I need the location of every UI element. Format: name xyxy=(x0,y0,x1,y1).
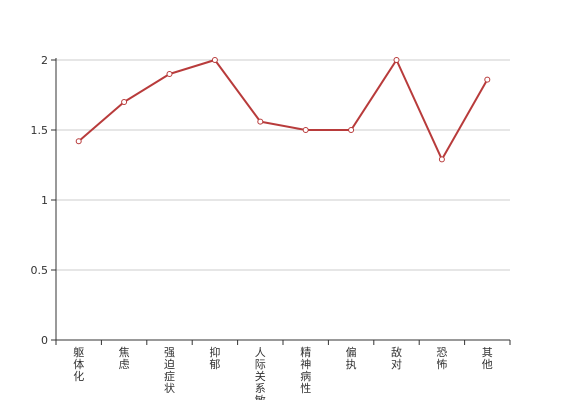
y-tick-label: 0.5 xyxy=(31,264,49,277)
data-point[interactable] xyxy=(211,57,218,63)
series-line xyxy=(78,59,489,161)
x-tick-label: 其他 xyxy=(482,346,493,371)
data-point[interactable] xyxy=(75,138,82,145)
y-tick-label: 2 xyxy=(41,54,48,67)
x-tick-label: 焦虑 xyxy=(119,346,130,371)
x-axis-ticks: 躯体化 焦虑 强迫症状 抑郁 人际关系敏感 精神病性 偏执 敌对 恐怖 其他 xyxy=(55,340,511,400)
data-point[interactable] xyxy=(257,118,264,125)
data-point[interactable] xyxy=(484,76,491,83)
x-tick-label: 精神病性 xyxy=(300,346,311,395)
data-point[interactable] xyxy=(121,99,128,105)
x-tick-label: 敌对 xyxy=(391,345,402,371)
data-point[interactable] xyxy=(348,127,355,133)
series xyxy=(75,57,491,163)
x-tick-label: 强迫症状 xyxy=(164,346,175,395)
data-point[interactable] xyxy=(438,156,445,163)
x-tick-label: 偏执 xyxy=(346,345,357,371)
data-point[interactable] xyxy=(393,57,400,63)
x-tick-label: 躯体化 xyxy=(73,346,84,383)
data-point[interactable] xyxy=(166,71,173,77)
x-tick-label: 人际关系敏感 xyxy=(255,346,266,400)
y-tick-label: 1.5 xyxy=(31,124,49,137)
y-tick-label: 0 xyxy=(41,334,48,347)
data-point[interactable] xyxy=(302,127,309,133)
y-axis-ticks: 0 0.5 1 1.5 2 xyxy=(31,54,56,347)
grid-lines xyxy=(56,59,510,271)
x-tick-label: 抑郁 xyxy=(209,345,220,371)
x-tick-label: 恐怖 xyxy=(436,346,447,371)
y-tick-label: 1 xyxy=(41,194,48,207)
